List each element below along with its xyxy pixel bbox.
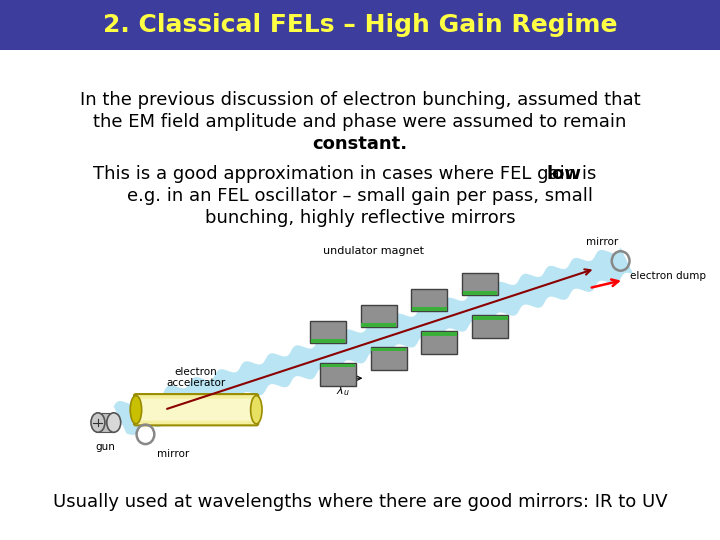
- Ellipse shape: [251, 396, 262, 424]
- FancyBboxPatch shape: [462, 273, 498, 295]
- Bar: [372, 348, 406, 352]
- Bar: [310, 339, 346, 343]
- FancyBboxPatch shape: [310, 321, 346, 343]
- FancyBboxPatch shape: [141, 399, 251, 421]
- Ellipse shape: [130, 396, 142, 424]
- Bar: [361, 323, 396, 327]
- Text: electron dump: electron dump: [630, 271, 706, 281]
- Bar: [462, 292, 498, 295]
- FancyBboxPatch shape: [411, 289, 447, 312]
- Text: undulator magnet: undulator magnet: [323, 246, 424, 256]
- Text: Usually used at wavelengths where there are good mirrors: IR to UV: Usually used at wavelengths where there …: [53, 493, 667, 511]
- Bar: [320, 364, 356, 367]
- Text: mirror: mirror: [157, 449, 189, 458]
- Bar: [472, 316, 508, 320]
- Text: 2. Classical FELs – High Gain Regime: 2. Classical FELs – High Gain Regime: [103, 13, 617, 37]
- Text: e.g. in an FEL oscillator – small gain per pass, small: e.g. in an FEL oscillator – small gain p…: [127, 187, 593, 205]
- FancyBboxPatch shape: [320, 363, 356, 386]
- Text: gun: gun: [96, 442, 115, 452]
- Text: This is a good approximation in cases where FEL gain is: This is a good approximation in cases wh…: [93, 165, 602, 183]
- FancyBboxPatch shape: [371, 347, 407, 370]
- Bar: [98, 413, 114, 433]
- Bar: [0, 0, 720, 50]
- Text: In the previous discussion of electron bunching, assumed that: In the previous discussion of electron b…: [80, 91, 640, 109]
- FancyBboxPatch shape: [421, 332, 457, 354]
- Text: $\lambda_u$: $\lambda_u$: [336, 384, 350, 398]
- Bar: [412, 307, 446, 311]
- Text: low: low: [547, 165, 582, 183]
- FancyBboxPatch shape: [361, 305, 397, 327]
- Ellipse shape: [91, 413, 105, 433]
- FancyBboxPatch shape: [472, 315, 508, 338]
- Polygon shape: [114, 247, 634, 435]
- Bar: [422, 332, 456, 335]
- Text: electron
accelerator: electron accelerator: [166, 367, 226, 388]
- FancyBboxPatch shape: [134, 394, 258, 426]
- Text: constant.: constant.: [312, 135, 408, 153]
- Text: the EM field amplitude and phase were assumed to remain: the EM field amplitude and phase were as…: [94, 113, 626, 131]
- Ellipse shape: [107, 413, 121, 433]
- Text: mirror: mirror: [585, 237, 618, 247]
- Text: bunching, highly reflective mirrors: bunching, highly reflective mirrors: [204, 209, 516, 227]
